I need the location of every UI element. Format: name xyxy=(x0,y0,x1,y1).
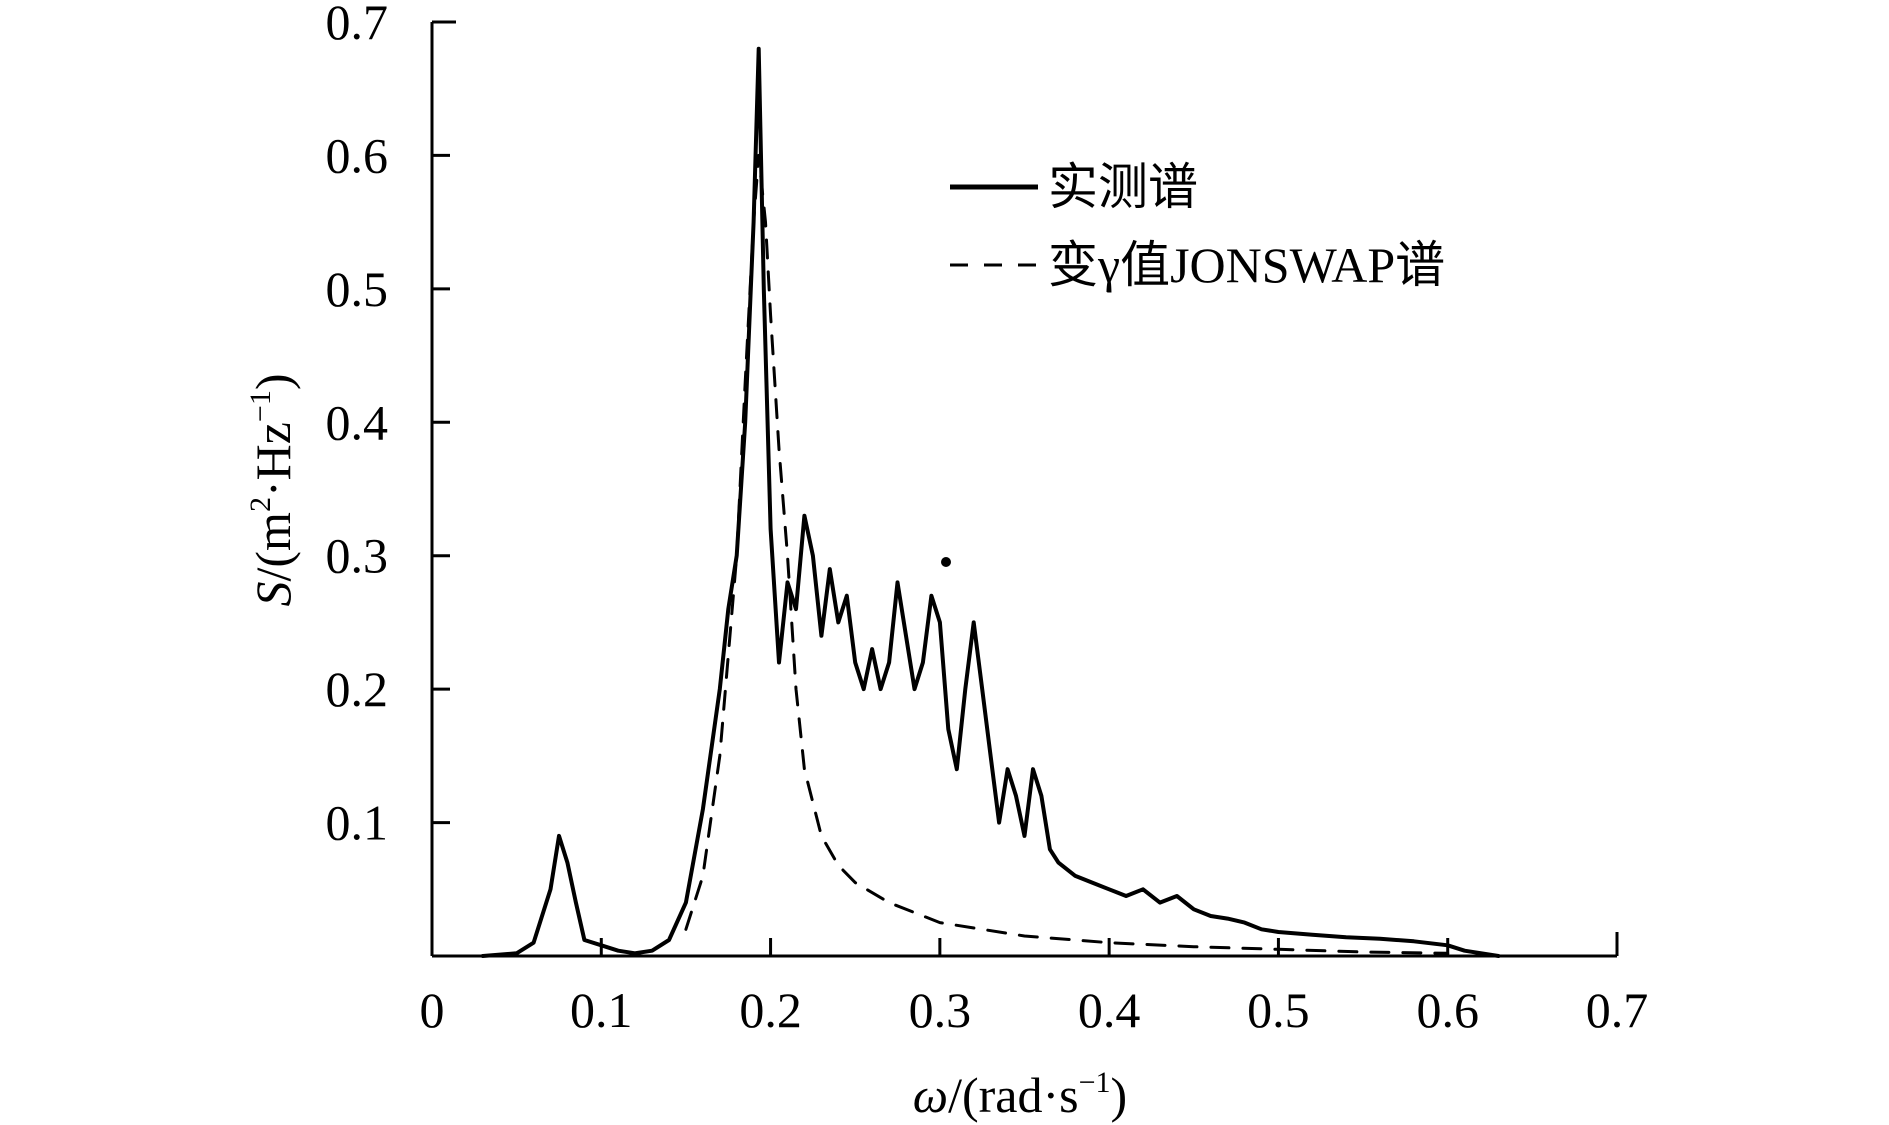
y-tick-label: 0.7 xyxy=(326,0,389,50)
y-tick-label: 0.5 xyxy=(326,261,389,317)
y-tick-label: 0.3 xyxy=(326,528,389,584)
series-line-0 xyxy=(480,46,1501,958)
x-tick-label: 0.3 xyxy=(909,982,972,1038)
y-tick-label: 0.4 xyxy=(326,394,389,450)
y-axis-label-hz: ·Hz xyxy=(245,422,301,497)
y-axis-label-exp1: 2 xyxy=(244,497,277,512)
y-tick-label: 0.1 xyxy=(326,795,389,851)
x-tick-label: 0.2 xyxy=(739,982,802,1038)
y-axis-label-exp2: −1 xyxy=(244,390,277,422)
x-axis-label-close: ) xyxy=(1111,1067,1128,1123)
x-tick-label: 0.1 xyxy=(570,982,633,1038)
axes xyxy=(430,20,1619,958)
y-axis-label-var: S xyxy=(245,581,301,606)
y-axis-label-unit: /(m xyxy=(245,512,301,582)
x-axis-label-exponent: −1 xyxy=(1079,1066,1111,1099)
y-axis-label: S/(m2·Hz−1) xyxy=(244,374,301,607)
y-tick-label: 0.2 xyxy=(326,661,389,717)
annotation-dot xyxy=(941,557,951,567)
y-tick-label: 0.6 xyxy=(326,127,389,183)
ticks xyxy=(430,20,1619,956)
x-axis-label-var: ω xyxy=(913,1067,948,1123)
x-axis-label: ω/(rad·s−1) xyxy=(913,1066,1127,1123)
x-tick-label: 0.6 xyxy=(1416,982,1479,1038)
y-axis-label-close: ) xyxy=(245,374,301,391)
tick-labels: 0 0.1 0.2 0.3 0.4 0.5 0.6 0.7 0.1 0.2 0.3 0.4 0.5 0.6… xyxy=(326,0,1649,1038)
x-axis-label-unit: /(rad·s xyxy=(948,1067,1079,1123)
x-tick-label: 0.5 xyxy=(1247,982,1310,1038)
x-tick-label: 0.7 xyxy=(1586,982,1649,1038)
legend-label-series-0: 实测谱 xyxy=(1048,159,1198,215)
x-tick-label: 0.4 xyxy=(1078,982,1141,1038)
legend-label-series-1: 变γ值JONSWAP谱 xyxy=(1048,237,1445,293)
series-layer xyxy=(480,46,1501,958)
x-tick-label: 0 xyxy=(420,982,445,1038)
series-line-1 xyxy=(684,153,1450,955)
legend: 实测谱 变γ值JONSWAP谱 xyxy=(950,159,1445,293)
